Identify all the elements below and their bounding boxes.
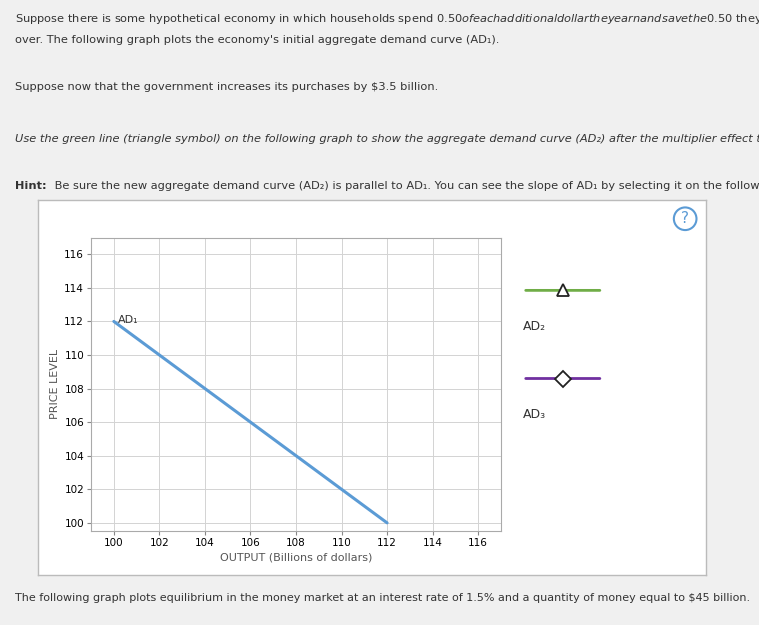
Text: over. The following graph plots the economy's initial aggregate demand curve (AD: over. The following graph plots the econ… [15,35,499,45]
Text: Suppose now that the government increases its purchases by $3.5 billion.: Suppose now that the government increase… [15,82,438,92]
X-axis label: OUTPUT (Billions of dollars): OUTPUT (Billions of dollars) [220,552,372,562]
Text: Hint:: Hint: [15,181,46,191]
Text: The following graph plots equilibrium in the money market at an interest rate of: The following graph plots equilibrium in… [15,593,751,603]
Text: Be sure the new aggregate demand curve (AD₂) is parallel to AD₁. You can see the: Be sure the new aggregate demand curve (… [51,181,759,191]
Text: Suppose there is some hypothetical economy in which households spend $0.50 of ea: Suppose there is some hypothetical econo… [15,12,759,26]
Text: Use the green line (triangle symbol) on the following graph to show the aggregat: Use the green line (triangle symbol) on … [15,134,759,144]
Text: AD₃: AD₃ [523,408,546,421]
Text: ?: ? [681,211,689,226]
Y-axis label: PRICE LEVEL: PRICE LEVEL [50,349,60,419]
Text: AD₁: AD₁ [118,315,139,325]
Text: AD₂: AD₂ [523,320,546,332]
